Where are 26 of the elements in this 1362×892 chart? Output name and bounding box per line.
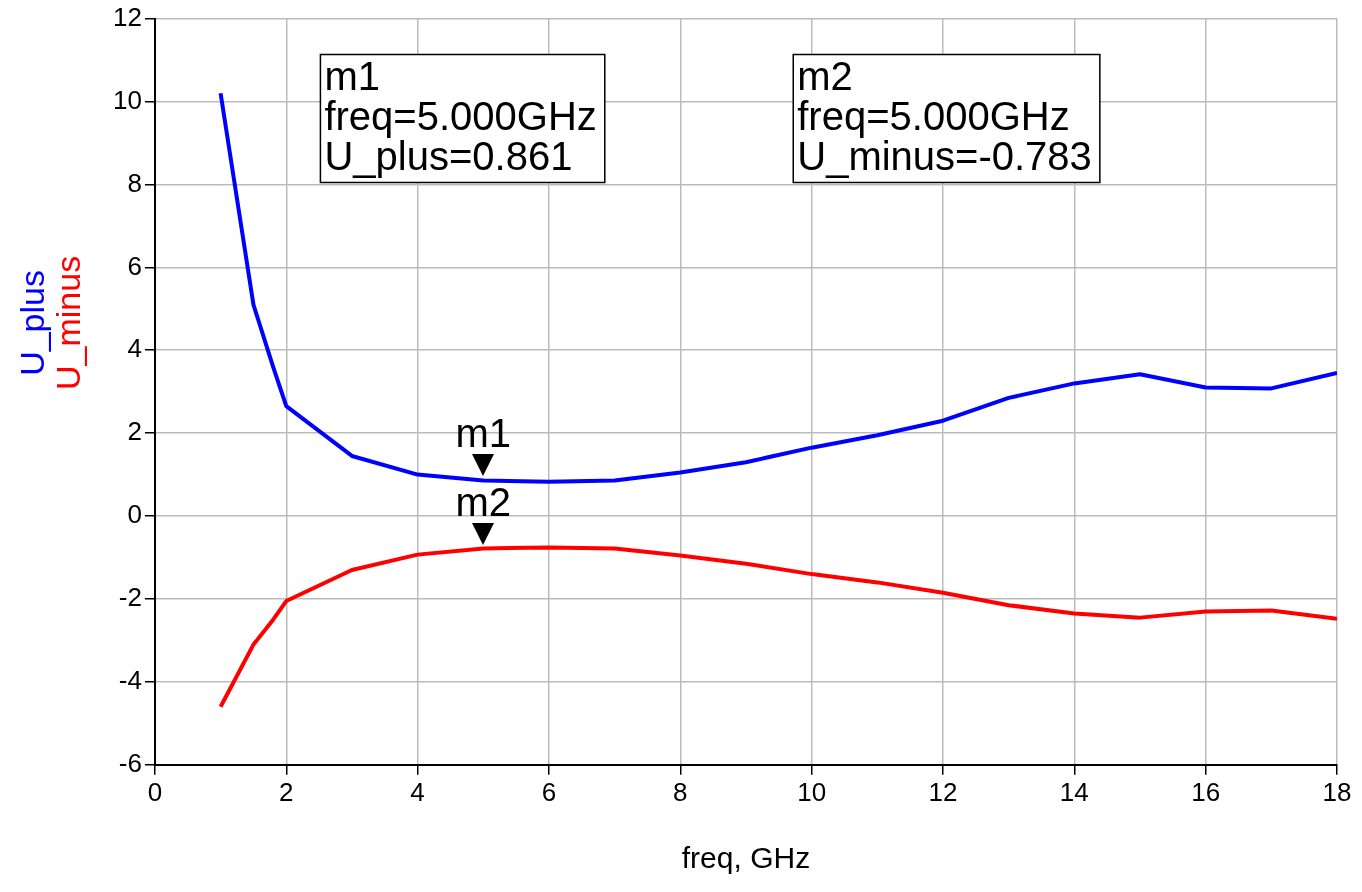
y-tick-label: 6 (127, 250, 142, 281)
x-axis-title: freq, GHz (681, 841, 811, 875)
x-tick-label: 10 (797, 776, 827, 807)
y-tick-label: -4 (118, 665, 142, 696)
x-tick-label: 6 (541, 776, 557, 807)
y-tick-label: -6 (118, 747, 142, 778)
annotation: m2 (455, 479, 512, 524)
y-tick-label: -2 (118, 582, 142, 613)
y-tick-label: 0 (127, 499, 142, 530)
y-tick-label: 4 (127, 333, 142, 364)
annotation: m1 freq=5.000GHz U_plus=0.861 (324, 53, 597, 178)
annotation: m2 freq=5.000GHz U_minus=-0.783 (797, 53, 1092, 178)
y-tick-label: 12 (113, 1, 142, 32)
x-tick-label: 14 (1059, 776, 1089, 807)
y-tick-label: 2 (127, 416, 142, 447)
x-tick-label: 2 (279, 776, 294, 807)
x-tick-label: 8 (673, 776, 688, 807)
x-tick-label: 12 (928, 776, 958, 807)
y-tick-label: 8 (127, 167, 142, 198)
x-tick-label: 4 (410, 776, 425, 807)
x-tick-label: 18 (1322, 776, 1352, 807)
annotation: m1 (455, 411, 512, 456)
x-tick-label: 0 (147, 776, 163, 807)
x-tick-label: 16 (1191, 776, 1221, 807)
text: U_plus (13, 269, 51, 378)
y-tick-label: 10 (113, 84, 142, 115)
